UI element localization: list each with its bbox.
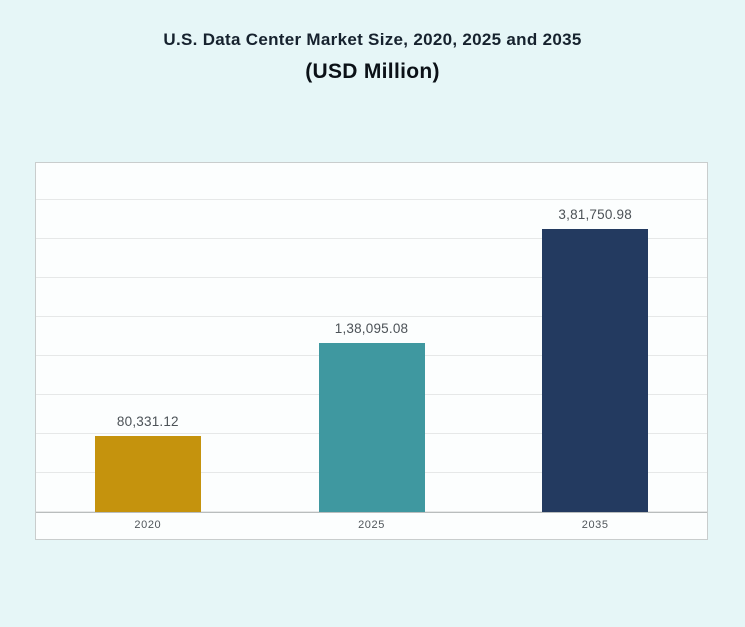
x-tick-2020: 2020 xyxy=(134,519,162,531)
chart-title-block: U.S. Data Center Market Size, 2020, 2025… xyxy=(0,30,745,84)
bar-2025 xyxy=(318,342,425,512)
chart-panel: 80,331.12 1,38,095.08 3,81,750.98 2020 2… xyxy=(35,162,708,540)
bars-container: 80,331.12 1,38,095.08 3,81,750.98 xyxy=(36,163,707,512)
plot-area: 80,331.12 1,38,095.08 3,81,750.98 xyxy=(36,163,707,513)
value-label-2025: 1,38,095.08 xyxy=(334,320,409,336)
bar-group-2020: 80,331.12 xyxy=(36,163,260,512)
bar-group-2035: 3,81,750.98 xyxy=(483,163,707,512)
x-tick-2025: 2025 xyxy=(358,519,385,531)
chart-title: U.S. Data Center Market Size, 2020, 2025… xyxy=(163,30,582,49)
value-label-2020: 80,331.12 xyxy=(116,414,179,430)
chart-subtitle: (USD Million) xyxy=(305,60,440,83)
value-label-2035: 3,81,750.98 xyxy=(558,207,632,223)
x-tick-2035: 2035 xyxy=(581,519,609,531)
x-axis-labels: 2020 2025 2035 xyxy=(36,511,707,539)
bar-2035 xyxy=(542,229,649,512)
bar-2020 xyxy=(94,436,201,512)
bar-group-2025: 1,38,095.08 xyxy=(260,163,484,512)
